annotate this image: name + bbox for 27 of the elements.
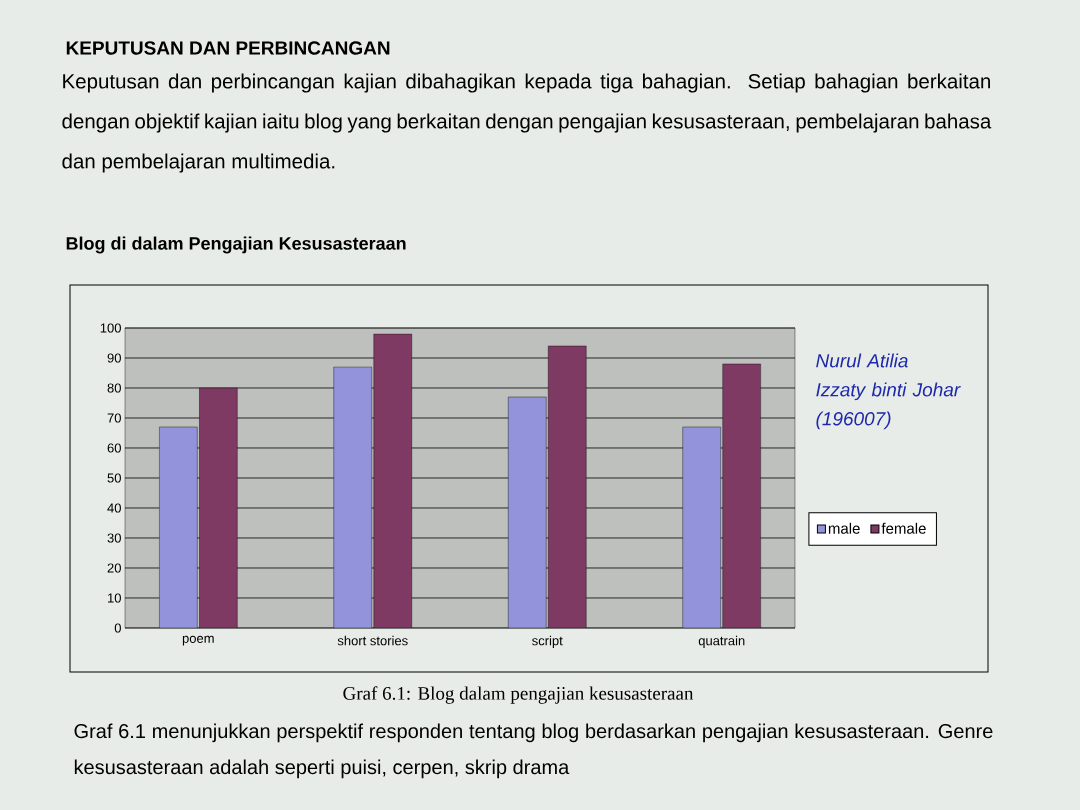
legend-label: female bbox=[881, 522, 926, 534]
x-tick-label: quatrain bbox=[698, 635, 745, 648]
y-tick-label: 30 bbox=[107, 533, 121, 543]
bar bbox=[722, 363, 761, 628]
legend-label: male bbox=[828, 522, 860, 534]
x-tick-label: poem bbox=[182, 635, 214, 646]
chart-title: Blog di dalam Pengajian Kesusasteraan bbox=[66, 236, 406, 254]
y-tick-label: 10 bbox=[108, 593, 121, 603]
y-tick-label: 40 bbox=[107, 503, 121, 513]
text: Keputusan dan perbincangan kajian dibahagikan kepada tiga bahagian. Setiap bahagian berkaitan dengan objektif kajian iaitu blog yang berkaitan dengan pengajian kesusasteraan, pembelajaran bahasa dan pembelajaran multimedia. bbox=[62, 73, 992, 173]
bar bbox=[373, 333, 412, 628]
y-tick-label: 90 bbox=[107, 353, 121, 363]
y-tick-label: 0 bbox=[114, 623, 121, 633]
bar bbox=[548, 345, 587, 628]
y-tick-label: 50 bbox=[107, 473, 121, 483]
text: Graf 6.1 menunjukkan perspektif responden tentang blog berdasarkan pengajian kesusasteraan. Genre kesusasteraan adalah seperti puisi, cerpen, skrip drama bbox=[74, 723, 993, 779]
y-tick-label: 70 bbox=[107, 413, 121, 423]
text: KEPUTUSAN DAN PERBINCANGAN bbox=[66, 41, 390, 55]
y-tick-label: 20 bbox=[107, 563, 121, 573]
text: Graf 6.1: Blog dalam pengajian kesusasteraan bbox=[343, 686, 694, 704]
y-tick-label: 100 bbox=[100, 323, 121, 333]
x-tick-label: script bbox=[532, 635, 563, 648]
bar bbox=[199, 387, 238, 628]
y-tick-label: 60 bbox=[107, 443, 121, 453]
y-tick-label: 80 bbox=[107, 383, 121, 393]
text: Nurul Atilia Izzaty binti Johar (196007) bbox=[816, 353, 961, 430]
x-tick-label: short stories bbox=[337, 635, 408, 646]
